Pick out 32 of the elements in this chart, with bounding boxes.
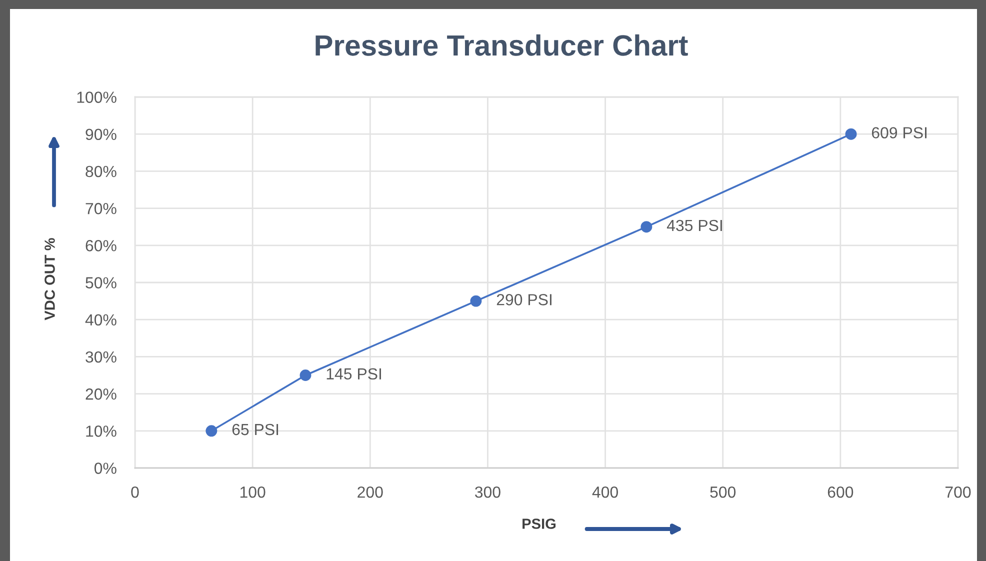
y-tick-label: 40% <box>85 314 116 326</box>
point <box>470 295 482 307</box>
y-tick-label: 0% <box>94 462 116 474</box>
point <box>300 370 312 381</box>
x-tick-label: 600 <box>828 486 854 498</box>
y-tick-label: 50% <box>86 277 116 288</box>
y-tick-label: 20% <box>86 388 116 400</box>
annotation: 65 PSI <box>232 424 278 436</box>
y-tick-label: 80% <box>86 166 116 178</box>
annotation: 145 PSI <box>326 368 381 380</box>
x-tick-label: 500 <box>710 486 736 498</box>
annotation: 435 PSI <box>666 220 722 232</box>
x-axis-title: PSIG <box>522 518 556 529</box>
point <box>845 128 857 140</box>
x-tick-label: 0 <box>131 486 139 498</box>
chart-title: Pressure Transducer Chart <box>316 34 688 56</box>
y-tick-label: 30% <box>86 351 116 363</box>
x-tick-label: 400 <box>592 486 618 498</box>
y-tick-label: 100% <box>77 92 116 103</box>
y-tick-label: 90% <box>86 128 116 140</box>
y-tick-label: 10% <box>86 426 116 437</box>
y-axis-title: VDC OUT % <box>44 238 55 320</box>
point <box>206 425 218 437</box>
x-tick-label: 700 <box>945 486 971 498</box>
annotation: 290 PSI <box>496 294 552 306</box>
x-tick-label: 300 <box>475 486 500 498</box>
annotation: 609 PSI <box>872 127 927 138</box>
y-tick-label: 70% <box>86 202 116 214</box>
y-tick-label: 60% <box>86 240 116 252</box>
point <box>640 221 652 233</box>
x-tick-label: 200 <box>358 486 383 498</box>
x-tick-label: 100 <box>240 486 266 498</box>
